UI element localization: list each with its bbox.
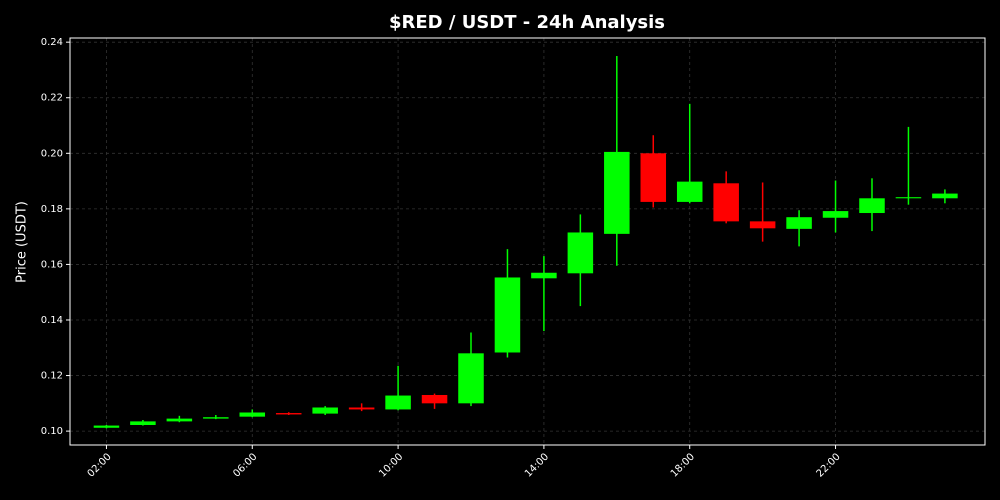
y-tick-label: 0.24 bbox=[41, 37, 63, 48]
candle-body bbox=[822, 211, 849, 218]
candle-body bbox=[458, 353, 484, 404]
candle-body bbox=[239, 412, 266, 417]
y-tick-label: 0.16 bbox=[41, 259, 63, 270]
candle-body bbox=[494, 277, 521, 353]
candle-body bbox=[385, 395, 411, 410]
y-tick-label: 0.10 bbox=[41, 426, 63, 437]
y-axis-label: Price (USDT) bbox=[15, 201, 30, 283]
y-tick-label: 0.18 bbox=[41, 204, 63, 215]
y-tick-label: 0.12 bbox=[41, 371, 63, 382]
candle-body bbox=[932, 193, 958, 199]
y-tick-label: 0.20 bbox=[41, 148, 63, 159]
y-tick-label: 0.22 bbox=[41, 93, 63, 104]
chart-title: $RED / USDT - 24h Analysis bbox=[389, 12, 665, 33]
candle-body bbox=[786, 217, 812, 229]
candle-body bbox=[859, 198, 885, 214]
candle-body bbox=[604, 151, 630, 234]
candle-body bbox=[275, 413, 302, 415]
candle-body bbox=[749, 221, 776, 229]
candle-body bbox=[348, 407, 375, 410]
candle-body bbox=[130, 421, 156, 425]
candle-body bbox=[93, 425, 120, 428]
candle-body bbox=[531, 272, 557, 279]
candle-body bbox=[713, 183, 739, 222]
candle-body bbox=[166, 418, 193, 422]
candle-body bbox=[640, 153, 667, 202]
candle-body bbox=[567, 232, 594, 274]
y-tick-label: 0.14 bbox=[41, 315, 63, 326]
candle-body bbox=[312, 407, 338, 414]
candle-body bbox=[203, 417, 229, 419]
candle-body bbox=[895, 197, 922, 199]
plot bbox=[93, 56, 958, 429]
plot-frame bbox=[69, 37, 986, 446]
candle-body bbox=[676, 181, 703, 202]
candle-body bbox=[421, 394, 448, 404]
